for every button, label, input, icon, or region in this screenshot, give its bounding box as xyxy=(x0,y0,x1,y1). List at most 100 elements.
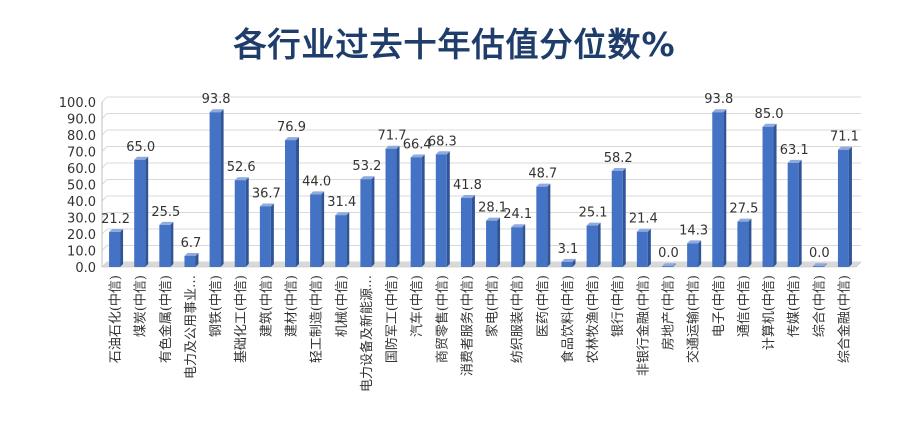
y-tick-label: 30.0 xyxy=(67,212,96,227)
category-label: 家电(中信) xyxy=(485,275,501,337)
bar xyxy=(837,146,852,267)
bar xyxy=(259,203,274,267)
bar-front xyxy=(762,126,774,267)
bar-front xyxy=(259,206,271,267)
data-label: 93.8 xyxy=(704,92,733,107)
bar-top xyxy=(636,228,651,232)
bar-side xyxy=(245,177,249,267)
bar xyxy=(109,229,124,267)
bar-front xyxy=(636,231,648,267)
data-label: 68.3 xyxy=(428,134,457,149)
category-label: 通信(中信) xyxy=(737,275,752,337)
data-label: 21.4 xyxy=(629,212,658,227)
bar-top xyxy=(611,167,626,171)
category-label: 非银行金融(中信) xyxy=(635,275,651,376)
bar-top xyxy=(259,203,274,207)
data-label: 66.4 xyxy=(403,137,432,152)
bar-side xyxy=(723,109,727,267)
bar xyxy=(460,195,475,267)
y-tick-label: 0.0 xyxy=(75,261,96,276)
bar-top xyxy=(184,252,199,256)
bar-side xyxy=(446,151,450,267)
category-label: 综合金融(中信) xyxy=(836,275,852,363)
data-label: 36.7 xyxy=(252,186,281,201)
bar-side xyxy=(396,145,400,267)
bar-top xyxy=(536,183,551,187)
data-label: 48.7 xyxy=(528,167,557,182)
bar-front xyxy=(737,221,749,267)
bar-side xyxy=(622,167,626,267)
y-tick-label: 20.0 xyxy=(67,228,96,243)
data-label: 76.9 xyxy=(277,120,306,135)
gridlines xyxy=(101,96,862,268)
bar xyxy=(812,263,827,267)
category-label: 电子(中信) xyxy=(712,275,727,337)
bar xyxy=(586,222,601,267)
y-tick-label: 90.0 xyxy=(67,113,96,128)
bar xyxy=(335,212,350,267)
data-label: 71.7 xyxy=(378,129,407,144)
y-tick-label: 70.0 xyxy=(67,146,96,161)
category-label: 电力设备及新能源… xyxy=(359,275,375,392)
gridline-side xyxy=(101,96,108,103)
bar-front xyxy=(712,112,724,267)
gridline-side xyxy=(101,228,108,235)
bar-front xyxy=(134,159,146,267)
category-label: 有色金属(中信) xyxy=(158,275,174,363)
bar xyxy=(360,176,375,267)
data-label: 41.8 xyxy=(453,178,482,193)
data-label: 3.1 xyxy=(558,242,579,257)
bar-side xyxy=(471,195,475,267)
chart-title: 各行业过去十年估值分位数% xyxy=(233,25,676,64)
gridline-side xyxy=(101,195,108,202)
bar xyxy=(662,263,676,267)
bar xyxy=(561,258,576,267)
bar xyxy=(159,221,174,267)
data-label: 31.4 xyxy=(327,195,356,210)
category-label: 国防军工(中信) xyxy=(384,275,400,363)
bar-top xyxy=(159,221,174,225)
data-label: 24.1 xyxy=(503,207,532,222)
data-label: 93.8 xyxy=(202,92,231,107)
bar-side xyxy=(321,191,325,267)
bar-front xyxy=(662,266,673,267)
data-label: 28.1 xyxy=(478,201,507,216)
gridline-side xyxy=(101,245,108,251)
bar-front xyxy=(360,179,372,267)
bar xyxy=(611,167,626,267)
category-label: 计算机(中信) xyxy=(762,275,777,350)
data-label: 63.1 xyxy=(780,143,809,158)
category-label: 轻工制造(中信) xyxy=(310,275,325,363)
bar-side xyxy=(572,258,576,267)
bar-top xyxy=(762,123,777,127)
y-tick-label: 50.0 xyxy=(67,179,96,194)
bar-side xyxy=(823,263,827,267)
bar-front xyxy=(234,180,246,267)
category-label: 综合(中信) xyxy=(812,275,827,337)
bar-side xyxy=(773,123,777,267)
gridline-side xyxy=(101,162,108,169)
category-label: 医药(中信) xyxy=(536,275,551,337)
bar xyxy=(511,224,526,267)
bar-top xyxy=(134,156,149,160)
bar-top xyxy=(687,240,702,244)
bar xyxy=(234,177,249,267)
bar-front xyxy=(460,198,472,267)
gridline-side xyxy=(101,113,108,119)
category-label: 基础化工(中信) xyxy=(234,275,249,363)
bar xyxy=(712,109,727,267)
y-tick-label: 100.0 xyxy=(59,96,96,111)
data-label: 14.3 xyxy=(679,223,708,238)
bar xyxy=(385,145,400,267)
gridline-side xyxy=(101,146,108,152)
bar xyxy=(687,240,702,267)
bar-side xyxy=(421,154,425,267)
bar-front xyxy=(561,261,573,267)
data-label: 85.0 xyxy=(755,107,784,122)
bar-side xyxy=(673,263,676,267)
bar-side xyxy=(296,137,299,267)
bar-front xyxy=(335,215,347,267)
data-label: 44.0 xyxy=(302,174,331,189)
